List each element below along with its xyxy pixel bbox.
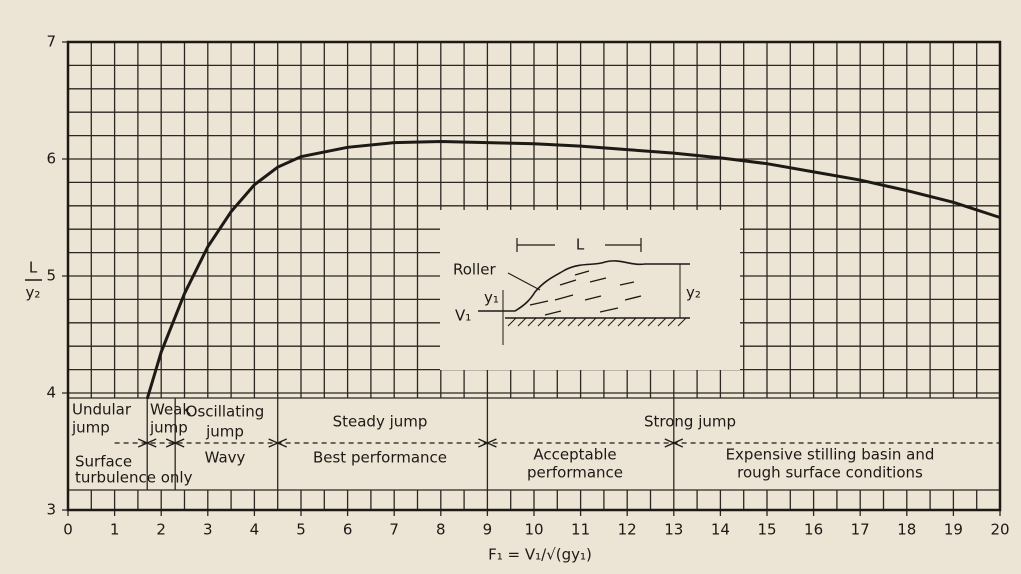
- x-tick-label: 7: [389, 521, 399, 539]
- region-label: Wavy: [205, 449, 246, 467]
- x-tick-label: 16: [804, 521, 823, 539]
- region-label: performance: [527, 464, 623, 482]
- x-tick-label: 6: [343, 521, 353, 539]
- region-label: jump: [149, 419, 188, 437]
- x-tick-label: 19: [944, 521, 963, 539]
- x-tick-label: 13: [664, 521, 683, 539]
- region-label: turbulence only: [75, 469, 193, 487]
- inset-label: L: [576, 236, 585, 254]
- x-tick-label: 10: [524, 521, 543, 539]
- x-tick-label: 0: [63, 521, 73, 539]
- region-label: Expensive stilling basin and: [726, 446, 935, 464]
- x-tick-label: 8: [436, 521, 446, 539]
- inset-label: y₁: [484, 289, 499, 307]
- x-tick-label: 14: [711, 521, 730, 539]
- region-label: jump: [71, 419, 110, 437]
- region-label: Best performance: [313, 449, 447, 467]
- chart: 0123456789101112131415161718192034567Und…: [0, 0, 1021, 574]
- x-tick-label: 18: [897, 521, 916, 539]
- x-tick-label: 3: [203, 521, 213, 539]
- region-label: rough surface conditions: [737, 464, 923, 482]
- x-tick-label: 17: [851, 521, 870, 539]
- region-label: Strong jump: [644, 413, 736, 431]
- x-tick-label: 15: [757, 521, 776, 539]
- inset-label: Roller: [453, 261, 496, 279]
- x-tick-label: 20: [990, 521, 1009, 539]
- y-tick-label: 5: [46, 267, 56, 285]
- inset-label: V₁: [455, 307, 471, 325]
- y-tick-label: 6: [46, 150, 56, 168]
- region-label: Steady jump: [333, 413, 428, 431]
- x-axis-label: F₁ = V₁/√(gy₁): [488, 546, 592, 564]
- region-label: Undular: [72, 401, 132, 419]
- inset-label: y₂: [686, 284, 701, 302]
- region-label: Acceptable: [533, 446, 616, 464]
- region-label: jump: [205, 423, 244, 441]
- y-tick-label: 4: [46, 384, 56, 402]
- x-tick-label: 4: [250, 521, 260, 539]
- x-tick-label: 2: [156, 521, 166, 539]
- y-label-den: y₂: [26, 284, 41, 302]
- x-tick-label: 12: [618, 521, 637, 539]
- x-tick-label: 11: [571, 521, 590, 539]
- x-tick-label: 5: [296, 521, 306, 539]
- y-tick-label: 3: [46, 501, 56, 519]
- x-tick-label: 9: [483, 521, 493, 539]
- region-label: Oscillating: [186, 403, 265, 421]
- y-tick-label: 7: [46, 33, 56, 51]
- y-label-num: L: [29, 259, 38, 277]
- x-tick-label: 1: [110, 521, 120, 539]
